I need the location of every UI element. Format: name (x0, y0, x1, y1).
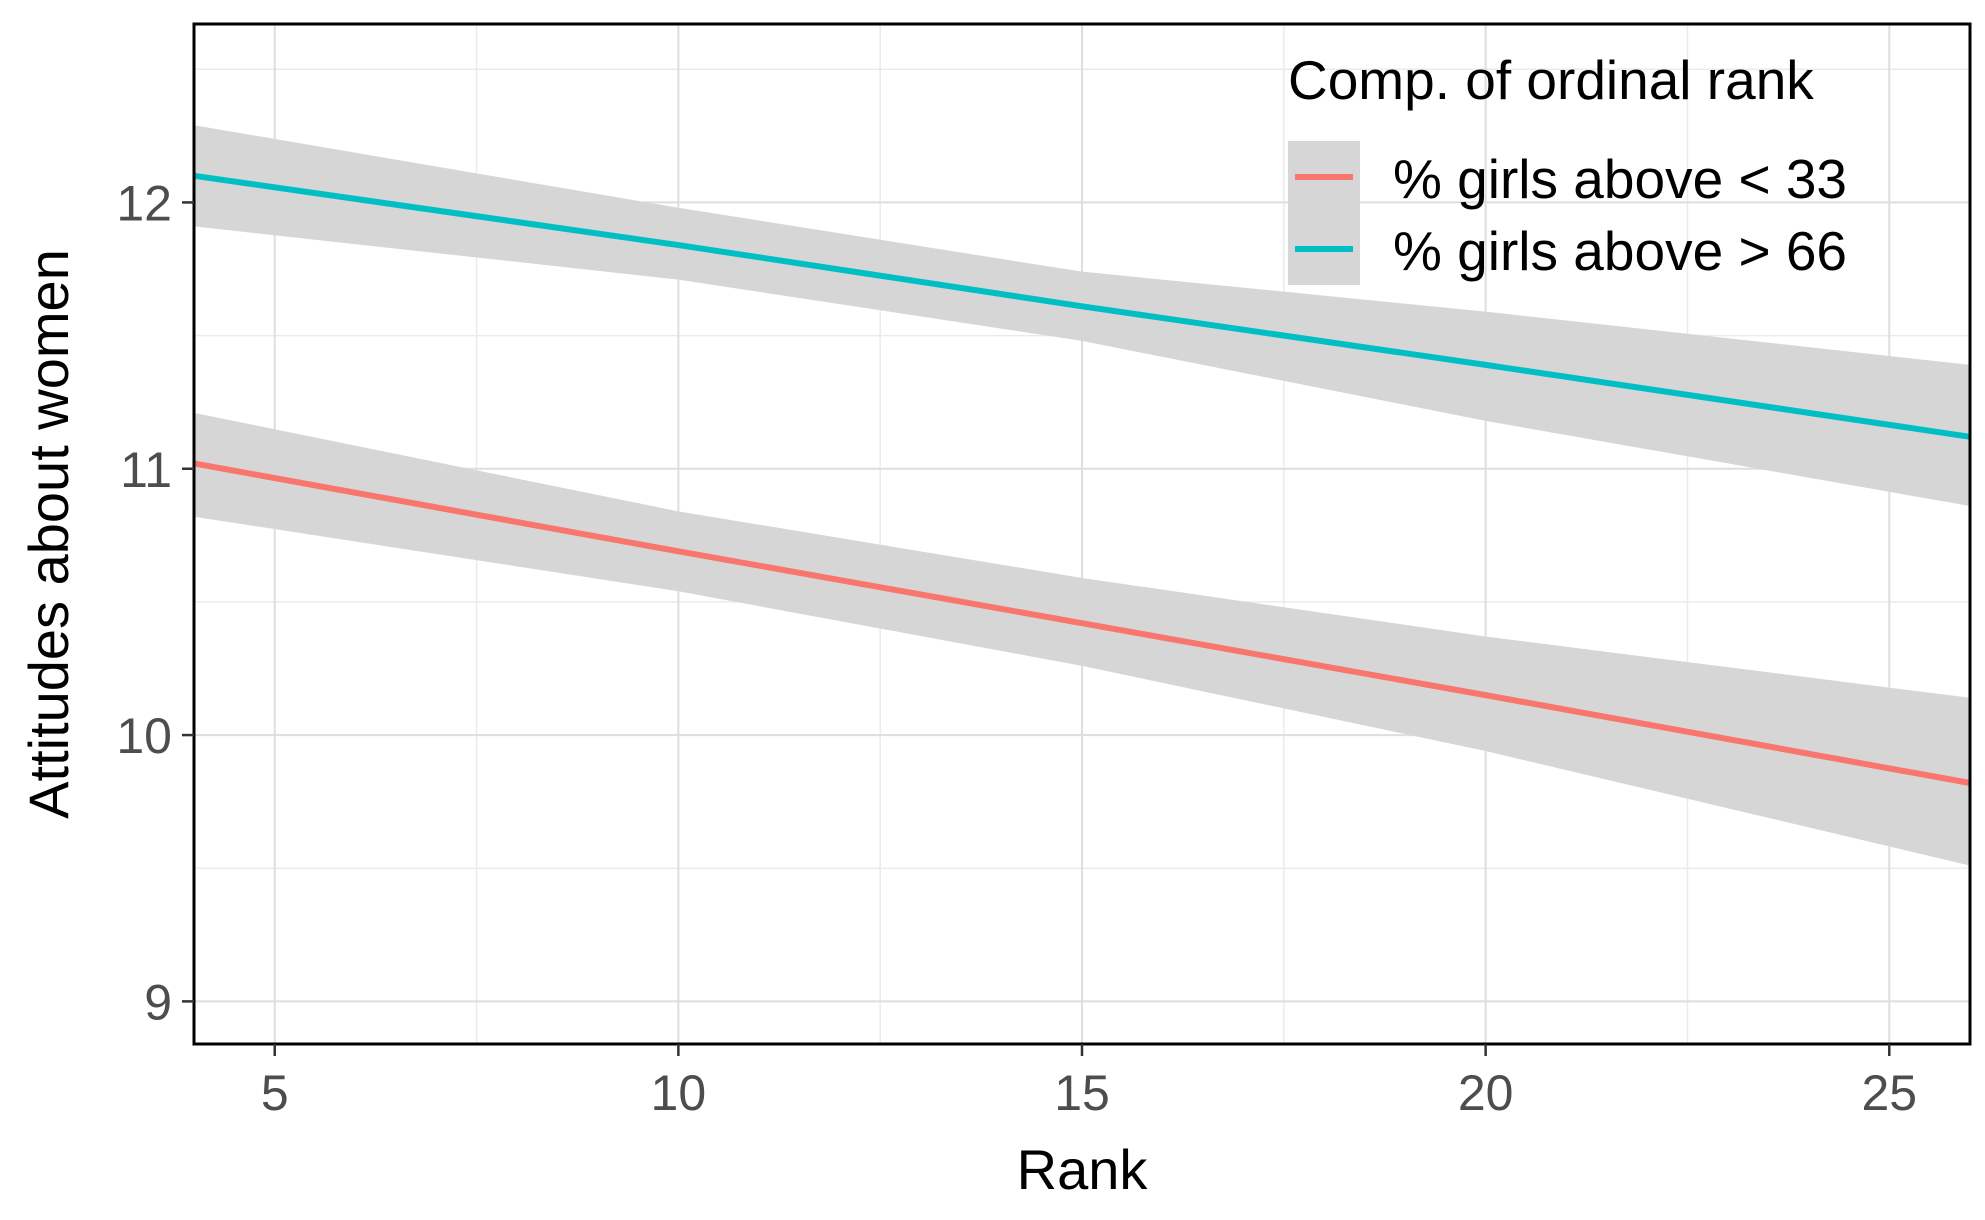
series-lines (193, 172, 1971, 786)
legend-label-high: % girls above > 66 (1393, 220, 1847, 282)
y-tick-label: 11 (120, 442, 172, 498)
x-tick-label: 10 (651, 1065, 707, 1121)
x-axis-ticks: 5 10 15 20 25 (261, 1044, 1917, 1121)
confidence-band (194, 412, 1970, 866)
legend-item-low: % girls above < 33 (1288, 141, 1847, 213)
x-tick-label: 15 (1054, 1065, 1110, 1121)
legend: Comp. of ordinal rank % girls above < 33… (1288, 49, 1847, 285)
x-tick-label: 20 (1458, 1065, 1514, 1121)
y-tick-label: 10 (116, 708, 172, 764)
legend-item-high: % girls above > 66 (1288, 213, 1847, 285)
confidence-ribbons (194, 125, 1970, 866)
legend-label-low: % girls above < 33 (1393, 148, 1847, 210)
series-line (193, 460, 1971, 786)
y-axis-ticks: 9 10 11 12 (116, 175, 194, 1030)
y-axis-title: Attitudes about women (17, 249, 80, 819)
y-tick-label: 9 (144, 974, 172, 1030)
confidence-band (194, 125, 1970, 507)
y-tick-label: 12 (116, 175, 172, 231)
series-line (193, 172, 1971, 440)
x-axis-title: Rank (1017, 1138, 1149, 1201)
x-tick-label: 5 (261, 1065, 289, 1121)
x-tick-label: 25 (1861, 1065, 1917, 1121)
legend-title: Comp. of ordinal rank (1288, 49, 1814, 111)
